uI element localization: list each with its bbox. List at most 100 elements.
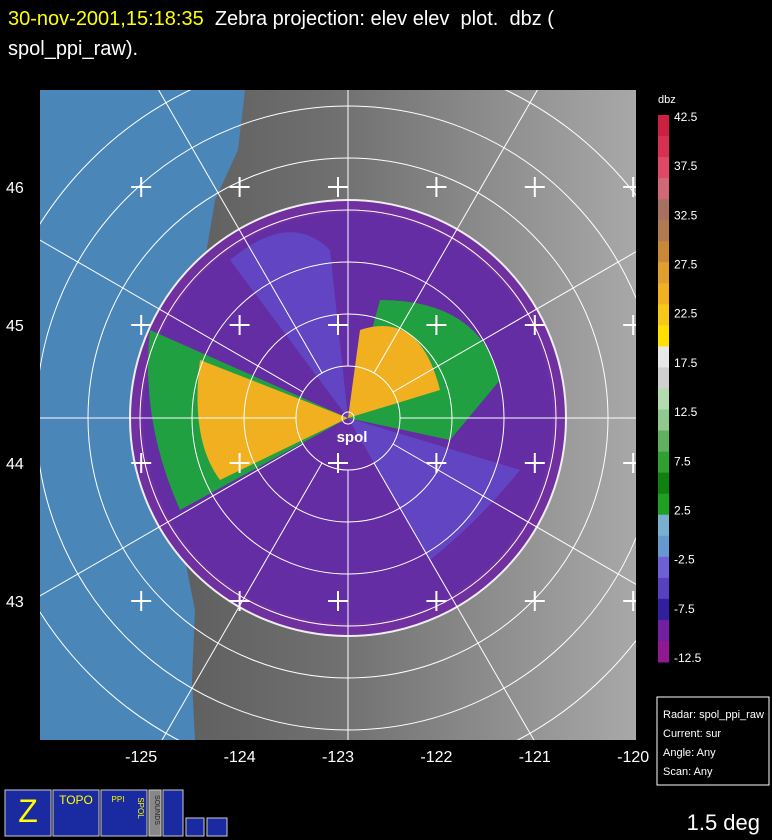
color-band — [658, 136, 669, 158]
lon-label: -122 — [420, 749, 452, 766]
sounds-button[interactable] — [148, 789, 162, 837]
topo-button[interactable] — [52, 789, 100, 837]
colorbar-tick: 22.5 — [674, 307, 698, 321]
grid-marker — [524, 315, 545, 335]
color-band — [658, 325, 669, 347]
colorbar-tick: 27.5 — [674, 258, 698, 272]
icon-button[interactable] — [185, 817, 205, 837]
color-band — [658, 430, 669, 453]
grid-marker — [524, 591, 545, 611]
button-label: SPOL — [136, 797, 145, 819]
colorbar-tick: 12.5 — [674, 405, 698, 419]
color-band — [658, 115, 669, 137]
spoke — [373, 90, 538, 374]
color-band — [658, 472, 669, 495]
color-band — [658, 157, 669, 179]
color-band — [658, 514, 669, 537]
color-band — [658, 178, 669, 200]
button-label: PPI — [112, 795, 125, 804]
colorbar-tick: -7.5 — [674, 602, 695, 616]
button-label: TOPO — [59, 793, 93, 807]
grid-marker — [229, 315, 250, 335]
grid-marker — [623, 177, 636, 197]
grid-marker — [623, 315, 636, 335]
lon-label: -120 — [617, 749, 649, 766]
color-band — [658, 556, 669, 579]
echo — [230, 232, 348, 418]
color-band — [658, 304, 669, 326]
info-line: Current: sur — [663, 728, 721, 740]
color-band — [658, 367, 669, 389]
color-band — [658, 451, 669, 474]
grid-marker — [328, 177, 348, 197]
colorbar-tick: 32.5 — [674, 208, 698, 222]
grid-button[interactable] — [206, 817, 228, 837]
lat-label: 46 — [6, 180, 24, 197]
colorbar-tick: 37.5 — [674, 159, 698, 173]
button-label: SOUNDS — [153, 795, 160, 825]
map — [40, 90, 636, 740]
timestamp: 30-nov-2001,15:18:35 — [8, 8, 204, 30]
color-band — [658, 598, 669, 621]
spoke — [40, 443, 304, 597]
echo — [348, 326, 440, 418]
title-line: Zebra projection: elev elev plot. dbz ( — [214, 8, 554, 30]
color-band — [658, 577, 669, 600]
spoke — [158, 90, 323, 374]
spoke — [373, 462, 535, 740]
color-band — [658, 199, 669, 221]
spoke — [392, 251, 636, 393]
grid-marker — [328, 315, 348, 335]
grid-marker — [426, 453, 447, 473]
grid-marker — [131, 453, 152, 473]
grid-marker — [229, 453, 250, 473]
grid-marker — [229, 177, 250, 197]
icon-button[interactable] — [162, 789, 184, 837]
ppi-button[interactable] — [100, 789, 148, 837]
zebra-logo: Z — [18, 793, 38, 829]
grid-marker — [426, 177, 447, 197]
colorbar-tick: -12.5 — [674, 651, 702, 665]
color-band — [658, 619, 669, 642]
title: 30-nov-2001,15:18:35 Zebra projection: e… — [8, 4, 554, 64]
color-band — [658, 493, 669, 516]
echo — [197, 360, 348, 480]
lon-label: -123 — [322, 749, 354, 766]
lon-label: -125 — [125, 749, 157, 766]
title-line: spol_ppi_raw). — [8, 38, 139, 60]
lon-label: -124 — [224, 749, 256, 766]
info-line: Angle: Any — [663, 747, 716, 759]
info-line: Radar: spol_ppi_raw — [663, 709, 764, 721]
lat-label: 45 — [6, 318, 24, 335]
spoke — [161, 462, 323, 740]
range-rings — [40, 90, 636, 740]
color-band — [658, 535, 669, 558]
grid-marker — [524, 177, 545, 197]
radar-label: spol — [337, 429, 368, 446]
lat-label: 44 — [6, 456, 24, 473]
colorbar-tick: -2.5 — [674, 553, 695, 567]
color-band — [658, 388, 669, 411]
grid-marker — [131, 315, 152, 335]
color-band — [658, 220, 669, 242]
grid-marker — [426, 315, 447, 335]
toolbar: Z TOPO PPI SPOL SOUNDS — [4, 789, 228, 837]
grid-marker — [328, 453, 348, 473]
grid-marker — [229, 591, 250, 611]
grid-marker — [623, 453, 636, 473]
spoke — [392, 443, 636, 585]
spoke — [40, 239, 304, 393]
status: 1.5 deg — [687, 810, 760, 835]
lon-label: -121 — [519, 749, 551, 766]
colorbar-tick: 17.5 — [674, 356, 698, 370]
grid-marker — [524, 453, 545, 473]
grid-marker — [328, 591, 348, 611]
echo — [348, 418, 520, 560]
grid-marker — [426, 591, 447, 611]
color-band — [658, 262, 669, 284]
color-band — [658, 241, 669, 263]
zebra-button[interactable] — [4, 789, 52, 837]
grid-marker — [131, 177, 152, 197]
